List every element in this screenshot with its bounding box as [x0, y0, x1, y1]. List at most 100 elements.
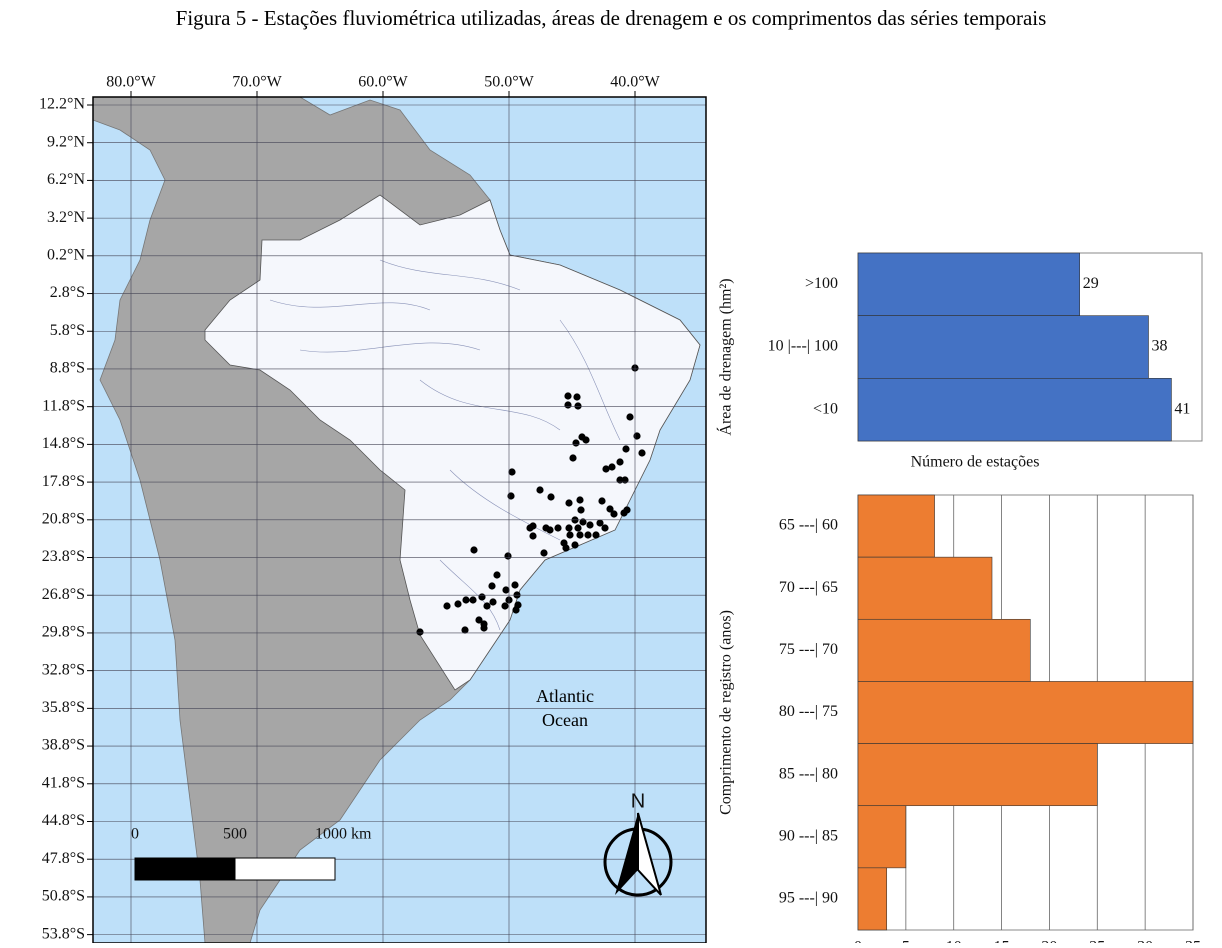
lat-label: 41.8°S [42, 774, 85, 791]
station [572, 439, 580, 447]
lon-label: 40.0°W [610, 74, 660, 91]
station [478, 593, 486, 601]
station [602, 465, 610, 473]
scale-label: 1000 km [315, 826, 372, 843]
y-axis-label: Comprimento de registro (anos) [718, 610, 735, 815]
lat-label: 2.8°S [50, 284, 85, 301]
station [621, 476, 629, 484]
station [579, 518, 587, 526]
station [546, 526, 554, 534]
station [566, 531, 574, 539]
lon-label: 70.0°W [232, 74, 282, 91]
station [469, 596, 477, 604]
x-axis-label: Número de estações [911, 454, 1040, 471]
station [461, 626, 469, 634]
y-tick-label: >100 [805, 275, 838, 292]
x-tick-label: 30 [1137, 939, 1153, 943]
station [623, 506, 631, 514]
figure-title: Figura 5 - Estações fluviométrica utiliz… [175, 6, 1047, 30]
scale-bar-white [234, 857, 336, 881]
scale-label: 0 [131, 826, 139, 843]
scale-bar-black [134, 857, 236, 881]
station [475, 616, 483, 624]
station [489, 598, 497, 606]
station [596, 519, 604, 527]
map-grid [87, 91, 706, 943]
station [562, 544, 570, 552]
station [616, 458, 624, 466]
lat-label: 11.8°S [42, 397, 85, 414]
station [584, 531, 592, 539]
station [416, 628, 424, 636]
bar [857, 618, 1031, 682]
bar [857, 867, 888, 931]
bar [857, 252, 1080, 316]
station [554, 524, 562, 532]
lat-label: 29.8°S [42, 624, 85, 641]
station [507, 492, 515, 500]
lat-label: 44.8°S [42, 812, 85, 829]
lat-label: 23.8°S [42, 548, 85, 565]
north-arrow [637, 812, 662, 896]
x-tick-label: 20 [1041, 939, 1057, 943]
y-tick-label: 10 |---| 100 [768, 338, 838, 355]
x-tick-label: 0 [854, 939, 862, 943]
lat-label: 50.8°S [42, 888, 85, 905]
station [586, 521, 594, 529]
y-tick-label: 95 ---| 90 [779, 890, 838, 907]
y-axis-label: Área de drenagem (hm²) [716, 278, 735, 435]
x-tick-label: 5 [902, 939, 910, 943]
x-tick-label: 10 [946, 939, 962, 943]
bar [857, 681, 1194, 744]
station [576, 531, 584, 539]
bar [857, 378, 1172, 442]
station [547, 493, 555, 501]
station [626, 413, 634, 421]
station [601, 524, 609, 532]
lat-label: 6.2°N [47, 171, 85, 188]
station [512, 606, 520, 614]
bar [857, 805, 907, 869]
station [540, 549, 548, 557]
station [606, 505, 614, 513]
bar [857, 556, 993, 620]
station [488, 582, 496, 590]
station [501, 602, 509, 610]
station [622, 445, 630, 453]
lat-label: 17.8°S [42, 473, 85, 490]
stations [416, 364, 646, 636]
station [582, 436, 590, 444]
station [598, 497, 606, 505]
station [564, 392, 572, 400]
lon-label: 60.0°W [358, 74, 408, 91]
station [493, 571, 501, 579]
station [565, 499, 573, 507]
station [608, 463, 616, 471]
station [565, 524, 573, 532]
station [504, 552, 512, 560]
lon-label: 80.0°W [106, 74, 156, 91]
station [536, 486, 544, 494]
value-label: 38 [1151, 338, 1167, 355]
station [502, 586, 510, 594]
station [564, 401, 572, 409]
station [511, 581, 519, 589]
y-tick-label: 80 ---| 75 [779, 703, 838, 720]
lat-label: 32.8°S [42, 661, 85, 678]
lat-label: 35.8°S [42, 699, 85, 716]
y-tick-label: 70 ---| 65 [779, 579, 838, 596]
y-tick-label: 75 ---| 70 [779, 641, 838, 658]
bar [857, 494, 935, 558]
scale-label: 500 [223, 826, 247, 843]
y-tick-label: 85 ---| 80 [779, 765, 838, 782]
ocean-label: Atlantic Ocean [536, 686, 594, 730]
station [526, 524, 534, 532]
station [480, 624, 488, 632]
lat-label: 0.2°N [47, 247, 85, 264]
x-tick-label: 15 [994, 939, 1010, 943]
north-label: N [631, 790, 645, 812]
lat-label: 47.8°S [42, 850, 85, 867]
value-label: 41 [1174, 400, 1190, 417]
